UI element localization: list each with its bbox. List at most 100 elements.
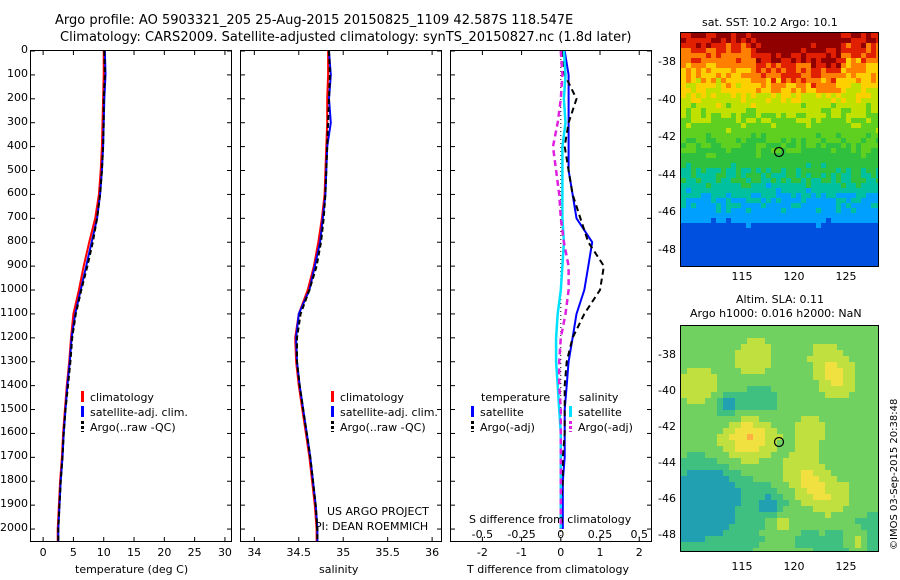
sla-cell (753, 500, 759, 506)
sst-cell (831, 43, 836, 48)
sst-cell (746, 53, 751, 58)
sla-cell (723, 470, 729, 476)
sst-cell (751, 213, 756, 218)
sla-cell (783, 386, 789, 392)
sla-cell (849, 500, 855, 506)
sla-cell (837, 422, 843, 428)
sst-cell (721, 58, 726, 63)
sst-cell (786, 158, 791, 163)
sst-cell (766, 228, 771, 233)
sla-cell (699, 392, 705, 398)
sla-cell (813, 512, 819, 518)
sla-cell (765, 440, 771, 446)
sla-cell (855, 464, 861, 470)
sst-cell (681, 73, 686, 78)
sst-cell (681, 153, 686, 158)
sst-cell (736, 238, 741, 243)
sst-cell (696, 88, 701, 93)
sst-cell (761, 253, 766, 258)
sla-cell (693, 344, 699, 350)
sst-cell (841, 258, 846, 263)
x-tick-label: 25 (187, 546, 202, 559)
sst-cell (706, 78, 711, 83)
sst-cell (866, 158, 871, 163)
sst-cell (791, 38, 796, 43)
sst-cell (691, 163, 696, 168)
sla-cell (873, 392, 878, 398)
sla-cell (717, 530, 723, 536)
sst-cell (861, 118, 866, 123)
sst-cell (711, 178, 716, 183)
sla-cell (783, 338, 789, 344)
sst-cell (791, 188, 796, 193)
sla-cell (693, 458, 699, 464)
sst-cell (851, 258, 856, 263)
sla-cell (723, 548, 729, 551)
sst-cell (716, 63, 721, 68)
sst-cell (801, 38, 806, 43)
sst-cell (776, 138, 781, 143)
sst-cell (861, 98, 866, 103)
sla-cell (819, 380, 825, 386)
sst-cell (716, 128, 721, 133)
sst-cell (696, 103, 701, 108)
sst-cell (721, 108, 726, 113)
sst-cell (846, 83, 851, 88)
sla-cell (825, 530, 831, 536)
sla-cell (699, 488, 705, 494)
sla-cell (759, 452, 765, 458)
sst-cell (686, 83, 691, 88)
sst-cell (831, 233, 836, 238)
sla-cell (687, 404, 693, 410)
sst-cell (696, 133, 701, 138)
sst-cell (766, 223, 771, 228)
sst-cell (821, 263, 826, 266)
sla-cell (681, 470, 687, 476)
sst-cell (686, 203, 691, 208)
sst-cell (756, 123, 761, 128)
sla-cell (729, 482, 735, 488)
sst-cell (871, 228, 876, 233)
sst-cell (681, 38, 686, 43)
sst-cell (696, 213, 701, 218)
sst-cell (746, 233, 751, 238)
sst-cell (801, 203, 806, 208)
sla-cell (801, 476, 807, 482)
sst-cell (741, 248, 746, 253)
sla-cell (855, 536, 861, 542)
sst-cell (736, 128, 741, 133)
sst-cell (706, 168, 711, 173)
sla-cell (867, 416, 873, 422)
sla-cell (777, 368, 783, 374)
sla-cell (837, 530, 843, 536)
sst-cell (866, 228, 871, 233)
sst-cell (786, 103, 791, 108)
sla-cell (807, 530, 813, 536)
sst-cell (756, 223, 761, 228)
sla-cell (825, 440, 831, 446)
sst-cell (781, 203, 786, 208)
sla-cell (807, 338, 813, 344)
sla-cell (813, 440, 819, 446)
sst-cell (821, 233, 826, 238)
sst-cell (851, 188, 856, 193)
sla-cell (813, 374, 819, 380)
sst-cell (811, 178, 816, 183)
sla-cell (741, 362, 747, 368)
sla-cell (705, 404, 711, 410)
sst-cell (771, 58, 776, 63)
sla-cell (711, 386, 717, 392)
sst-cell (796, 233, 801, 238)
sst-cell (711, 43, 716, 48)
sst-cell (801, 143, 806, 148)
sla-cell (777, 542, 783, 548)
sst-cell (691, 73, 696, 78)
depth-tick-label: 500 (7, 162, 28, 176)
sst-cell (786, 203, 791, 208)
sla-cell (867, 530, 873, 536)
sst-cell (761, 148, 766, 153)
sst-cell (856, 223, 861, 228)
sla-cell (843, 440, 849, 446)
sst-cell (736, 228, 741, 233)
sla-cell (843, 458, 849, 464)
